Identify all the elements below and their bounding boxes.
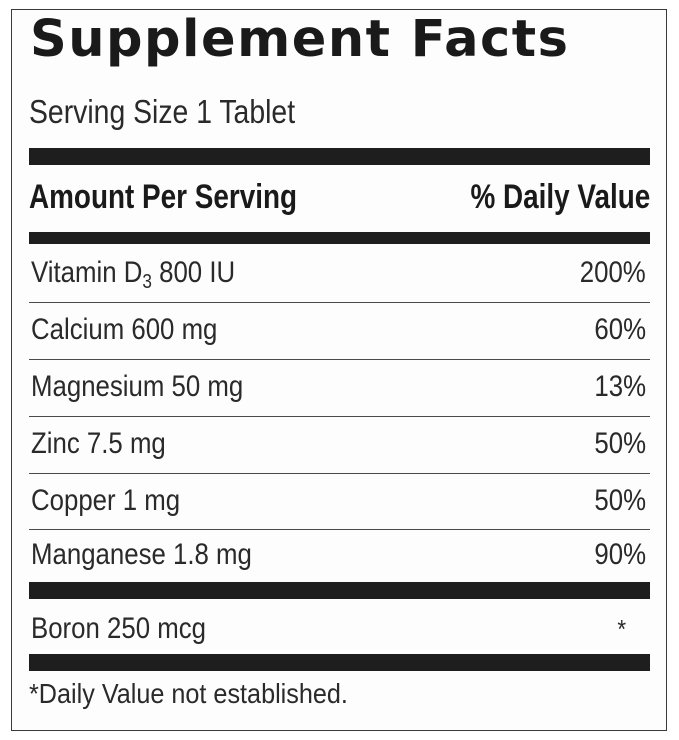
nutrient-name: Boron 250 mcg	[31, 612, 206, 645]
nutrient-daily-value: 13%	[594, 370, 646, 403]
daily-value-header: % Daily Value	[470, 178, 650, 216]
nutrient-row-magnesium: Magnesium 50 mg 13%	[29, 360, 650, 416]
nutrient-daily-value: *	[617, 614, 626, 644]
nutrient-daily-value: 90%	[594, 538, 646, 571]
footnote: *Daily Value not established.	[29, 678, 348, 709]
nutrient-name: Zinc 7.5 mg	[31, 427, 166, 460]
row-divider	[29, 529, 650, 530]
nutrient-row-manganese: Manganese 1.8 mg 90%	[29, 528, 650, 584]
nutrient-name: Manganese 1.8 mg	[31, 538, 252, 571]
column-header: Amount Per Serving % Daily Value	[29, 172, 650, 224]
serving-size: Serving Size 1 Tablet	[29, 93, 296, 130]
nutrient-amount: 800 IU	[151, 256, 236, 289]
thick-divider	[29, 654, 650, 671]
amount-per-serving-header: Amount Per Serving	[29, 178, 298, 216]
nutrient-name-subscript: 3	[142, 271, 152, 293]
nutrient-row-boron: Boron 250 mcg *	[29, 602, 650, 658]
thick-divider	[29, 582, 650, 599]
nutrient-daily-value: 200%	[580, 256, 646, 289]
nutrient-name: Copper 1 mg	[31, 484, 181, 517]
nutrient-daily-value: 60%	[594, 313, 646, 346]
nutrient-name: Calcium 600 mg	[31, 313, 218, 346]
nutrient-daily-value: 50%	[594, 484, 646, 517]
row-divider	[29, 359, 650, 360]
nutrient-daily-value: 50%	[594, 427, 646, 460]
nutrient-row-zinc: Zinc 7.5 mg 50%	[29, 417, 650, 473]
nutrient-name-main: Vitamin D	[31, 256, 143, 289]
nutrient-row-vitamin-d3: Vitamin D3 800 IU 200%	[29, 246, 650, 302]
row-divider	[29, 416, 650, 417]
nutrient-row-calcium: Calcium 600 mg 60%	[29, 303, 650, 359]
row-divider	[29, 473, 650, 474]
row-divider	[29, 302, 650, 303]
nutrient-name: Vitamin D3 800 IU	[31, 256, 236, 293]
supplement-facts-panel	[11, 9, 667, 731]
nutrient-row-copper: Copper 1 mg 50%	[29, 474, 650, 530]
label-title: Supplement Facts	[30, 10, 570, 69]
nutrient-name: Magnesium 50 mg	[31, 370, 244, 403]
header-divider	[29, 232, 650, 244]
thick-divider	[29, 148, 650, 165]
